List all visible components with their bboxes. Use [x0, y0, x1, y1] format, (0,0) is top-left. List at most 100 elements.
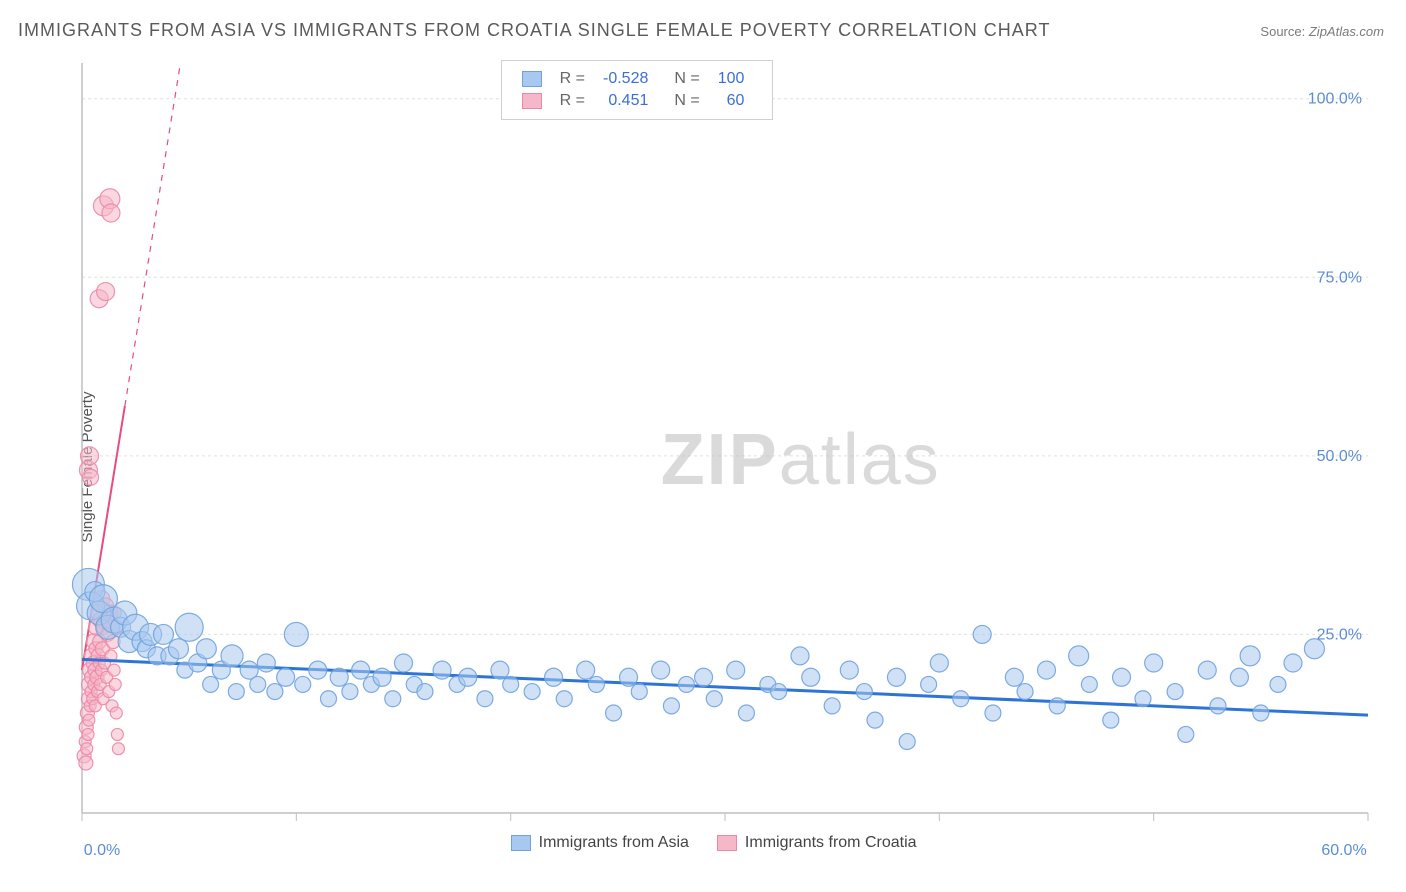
legend-item: Immigrants from Asia [511, 834, 689, 852]
data-point [257, 654, 275, 672]
legend-item: Immigrants from Croatia [717, 834, 917, 852]
data-point [491, 661, 509, 679]
data-point [577, 661, 595, 679]
data-point [1253, 705, 1269, 721]
data-point [1113, 668, 1131, 686]
data-point [738, 705, 754, 721]
data-point [459, 668, 477, 686]
data-point [81, 743, 93, 755]
data-point [606, 705, 622, 721]
data-point [168, 639, 188, 659]
data-point [840, 661, 858, 679]
data-point [97, 283, 115, 301]
data-point [330, 668, 348, 686]
data-point [373, 668, 391, 686]
data-point [1135, 691, 1151, 707]
data-point [110, 707, 122, 719]
scatter-chart: 25.0% 50.0% 75.0% 100.0% 0.0% 60.0% [50, 52, 1384, 882]
data-point [109, 678, 121, 690]
legend-label: Immigrants from Croatia [745, 834, 917, 852]
data-point [284, 622, 308, 646]
svg-text:0.0%: 0.0% [84, 842, 120, 859]
data-point [1017, 684, 1033, 700]
data-point [79, 756, 93, 770]
data-point [1230, 668, 1248, 686]
data-point [477, 691, 493, 707]
data-point [887, 668, 905, 686]
data-point [81, 447, 99, 465]
data-point [1284, 654, 1302, 672]
data-point [433, 661, 451, 679]
svg-text:25.0%: 25.0% [1317, 626, 1362, 643]
svg-text:75.0%: 75.0% [1317, 269, 1362, 286]
svg-text:60.0%: 60.0% [1321, 842, 1366, 859]
data-point [503, 676, 519, 692]
data-point [620, 668, 638, 686]
data-point [791, 647, 809, 665]
data-point [295, 676, 311, 692]
data-point [588, 676, 604, 692]
svg-text:50.0%: 50.0% [1317, 448, 1362, 465]
data-point [652, 661, 670, 679]
data-point [250, 676, 266, 692]
data-point [856, 684, 872, 700]
data-point [1005, 668, 1023, 686]
data-point [1210, 698, 1226, 714]
data-point [108, 664, 120, 676]
data-point [1198, 661, 1216, 679]
data-point [953, 691, 969, 707]
data-point [706, 691, 722, 707]
data-point [221, 645, 243, 667]
data-point [663, 698, 679, 714]
data-point [1304, 639, 1324, 659]
data-point [417, 684, 433, 700]
data-point [695, 668, 713, 686]
data-point [556, 691, 572, 707]
data-point [771, 684, 787, 700]
data-point [727, 661, 745, 679]
series-legend: Immigrants from Asia Immigrants from Cro… [511, 834, 917, 852]
data-point [153, 624, 173, 644]
data-point [385, 691, 401, 707]
data-point [352, 661, 370, 679]
data-point [82, 728, 94, 740]
data-point [930, 654, 948, 672]
data-point [1240, 646, 1260, 666]
data-point [524, 684, 540, 700]
data-point [631, 684, 647, 700]
chart-container: Single Female Poverty 25.0%50.0%75.0%100… [18, 52, 1384, 882]
data-point [921, 676, 937, 692]
data-point [1069, 646, 1089, 666]
data-point [1103, 712, 1119, 728]
chart-title: IMMIGRANTS FROM ASIA VS IMMIGRANTS FROM … [18, 20, 1050, 41]
data-point [203, 676, 219, 692]
data-point [83, 714, 95, 726]
data-point [320, 691, 336, 707]
data-point [1049, 698, 1065, 714]
data-point [1178, 726, 1194, 742]
data-point [267, 684, 283, 700]
data-point [545, 668, 563, 686]
source-link[interactable]: ZipAtlas.com [1309, 24, 1384, 39]
data-point [973, 625, 991, 643]
correlation-legend: R = -0.528 N = 100 R = 0.451 N = 60 [501, 60, 774, 120]
legend-label: Immigrants from Asia [539, 834, 689, 852]
source-label: Source: [1260, 24, 1305, 39]
source-attribution: Source: ZipAtlas.com [1260, 24, 1384, 39]
data-point [112, 743, 124, 755]
svg-text:100.0%: 100.0% [1308, 91, 1362, 108]
data-point [1145, 654, 1163, 672]
data-point [228, 684, 244, 700]
data-point [342, 684, 358, 700]
data-point [1038, 661, 1056, 679]
data-point [309, 661, 327, 679]
data-point [83, 469, 99, 485]
data-point [985, 705, 1001, 721]
data-point [802, 668, 820, 686]
data-point [1167, 684, 1183, 700]
data-point [899, 734, 915, 750]
data-point [175, 613, 203, 641]
data-point [196, 639, 216, 659]
data-point [1081, 676, 1097, 692]
data-point [395, 654, 413, 672]
